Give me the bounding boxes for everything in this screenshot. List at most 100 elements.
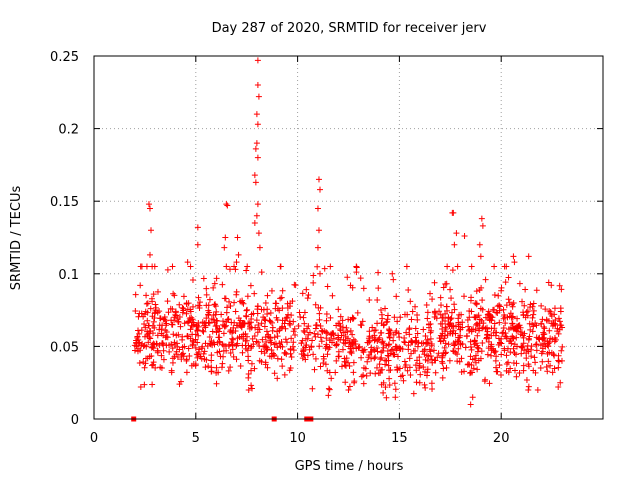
data-point bbox=[177, 378, 184, 385]
data-point bbox=[305, 323, 312, 330]
data-point bbox=[149, 381, 156, 388]
data-point bbox=[496, 302, 503, 309]
data-point bbox=[312, 301, 319, 308]
data-point bbox=[345, 343, 352, 350]
data-point bbox=[146, 334, 153, 341]
data-point bbox=[320, 353, 327, 360]
data-point bbox=[511, 349, 518, 356]
data-point bbox=[347, 316, 354, 323]
data-point bbox=[445, 315, 452, 322]
data-point bbox=[529, 321, 536, 328]
data-point bbox=[515, 322, 522, 329]
data-point bbox=[245, 342, 252, 349]
data-point bbox=[556, 318, 563, 325]
data-point bbox=[482, 325, 489, 332]
data-point bbox=[478, 284, 485, 291]
data-point bbox=[452, 338, 459, 345]
data-point bbox=[511, 259, 518, 266]
data-point bbox=[513, 373, 520, 380]
data-point bbox=[461, 293, 468, 300]
data-point bbox=[149, 298, 156, 305]
data-point bbox=[318, 338, 325, 345]
data-point bbox=[372, 327, 379, 334]
data-point bbox=[383, 342, 390, 349]
data-point bbox=[464, 332, 471, 339]
data-point bbox=[437, 338, 444, 345]
data-point bbox=[375, 269, 382, 276]
data-point bbox=[251, 365, 258, 372]
data-point bbox=[188, 362, 195, 369]
data-point bbox=[476, 241, 483, 248]
data-point bbox=[467, 353, 474, 360]
data-point bbox=[189, 303, 196, 310]
data-point bbox=[449, 267, 456, 274]
data-point bbox=[289, 298, 296, 305]
data-point bbox=[279, 343, 286, 350]
data-point bbox=[439, 325, 446, 332]
data-point bbox=[474, 332, 481, 339]
data-point bbox=[375, 285, 382, 292]
data-point bbox=[308, 344, 315, 351]
data-point bbox=[147, 335, 154, 342]
data-point bbox=[149, 330, 156, 337]
data-point bbox=[245, 371, 252, 378]
data-point bbox=[483, 335, 490, 342]
data-point bbox=[468, 346, 475, 353]
data-point bbox=[261, 350, 268, 357]
data-point bbox=[146, 353, 153, 360]
data-point bbox=[540, 329, 547, 336]
data-point bbox=[219, 360, 226, 367]
data-point bbox=[258, 358, 265, 365]
data-point bbox=[187, 335, 194, 342]
data-point bbox=[546, 308, 553, 315]
data-point bbox=[144, 317, 151, 324]
data-point bbox=[262, 359, 269, 366]
data-point bbox=[479, 306, 486, 313]
data-point bbox=[507, 324, 514, 331]
data-point bbox=[384, 318, 391, 325]
data-point bbox=[254, 303, 261, 310]
data-point bbox=[374, 348, 381, 355]
data-point bbox=[548, 282, 555, 289]
data-point bbox=[253, 317, 260, 324]
data-point bbox=[444, 263, 451, 270]
data-point bbox=[409, 339, 416, 346]
data-point bbox=[208, 315, 215, 322]
data-point bbox=[254, 121, 261, 128]
data-point bbox=[281, 371, 288, 378]
data-point bbox=[190, 319, 197, 326]
data-point bbox=[428, 380, 435, 387]
x-tick-label: 5 bbox=[192, 431, 200, 446]
data-point bbox=[278, 339, 285, 346]
data-point bbox=[268, 347, 275, 354]
data-point bbox=[208, 357, 215, 364]
data-point bbox=[267, 309, 274, 316]
data-point bbox=[544, 368, 551, 375]
data-point bbox=[220, 342, 227, 349]
data-point bbox=[406, 331, 413, 338]
data-point bbox=[137, 384, 144, 391]
data-point bbox=[342, 379, 349, 386]
data-point bbox=[416, 354, 423, 361]
data-point bbox=[389, 346, 396, 353]
data-point bbox=[451, 342, 458, 349]
data-point bbox=[286, 367, 293, 374]
data-point bbox=[406, 326, 413, 333]
data-point bbox=[434, 354, 441, 361]
data-point bbox=[385, 352, 392, 359]
data-point bbox=[299, 337, 306, 344]
data-point bbox=[454, 358, 461, 365]
data-point bbox=[393, 347, 400, 354]
data-point bbox=[282, 336, 289, 343]
data-point bbox=[350, 359, 357, 366]
data-point bbox=[472, 352, 479, 359]
data-point bbox=[371, 347, 378, 354]
data-point bbox=[501, 312, 508, 319]
data-point bbox=[244, 293, 251, 300]
data-point bbox=[427, 353, 434, 360]
data-point bbox=[206, 309, 213, 316]
data-point bbox=[350, 315, 357, 322]
data-point bbox=[400, 377, 407, 384]
data-point bbox=[196, 302, 203, 309]
data-point bbox=[278, 356, 285, 363]
